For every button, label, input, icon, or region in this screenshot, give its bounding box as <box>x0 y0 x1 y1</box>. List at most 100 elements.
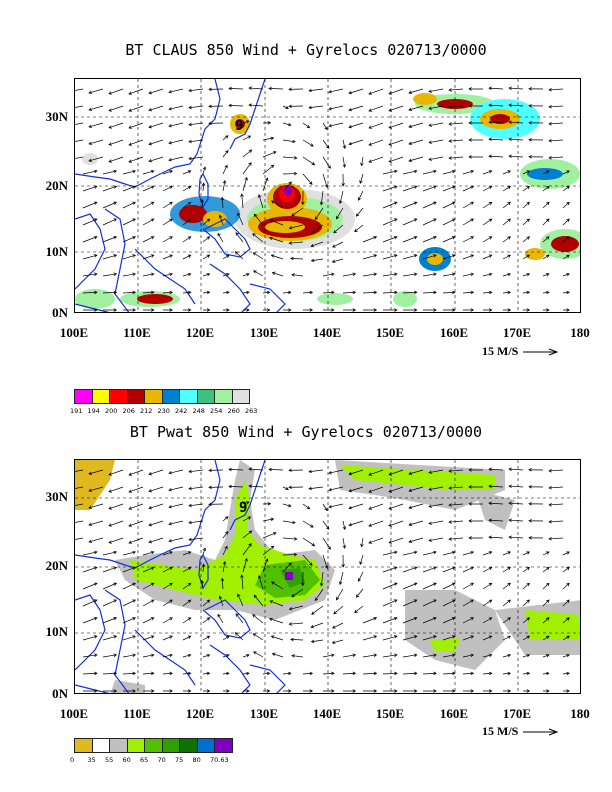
panel2-wind-arrow <box>360 537 364 548</box>
panel2-wind-arrow <box>162 551 173 556</box>
panel1-wind-arrow <box>388 88 404 95</box>
panel2-wind-arrow <box>462 653 475 658</box>
panel2-wind-arrow <box>362 653 378 658</box>
panel2-wind-arrow <box>382 566 398 573</box>
panel1-wind-arrow <box>462 218 475 226</box>
panel2-wind-arrow <box>468 485 484 489</box>
panel1-wind-arrow <box>188 139 204 144</box>
panel2-wind-arrow <box>262 502 272 506</box>
panel1-wind-arrow <box>168 139 184 145</box>
panel1-wind-arrow <box>482 170 493 175</box>
panel2-wind-arrow <box>242 689 250 693</box>
panel1-wind-arrow <box>108 88 124 95</box>
panel1-wind-arrow <box>82 185 98 192</box>
panel2-wind-arrow <box>82 550 98 556</box>
panel1-wind-arrow <box>182 218 192 226</box>
panel2-wind-arrow <box>291 588 304 598</box>
panel1-wind-arrow <box>388 122 404 129</box>
panel2-wind-arrow <box>468 536 484 540</box>
panel1-wind-arrow <box>102 218 118 226</box>
panel2-wind-arrow <box>462 635 475 641</box>
panel2-wind-arrow <box>382 635 398 641</box>
panel2-wind-arrow <box>271 652 284 658</box>
panel2-lon-label: 130E <box>249 706 279 721</box>
panel1-wind-arrow <box>88 122 104 128</box>
panel2-wind-arrow <box>122 566 136 573</box>
panel2-wind-arrow <box>202 653 211 658</box>
panel1-wind-arrow <box>402 169 418 175</box>
panel2-wind-arrow <box>502 635 512 641</box>
panel1-wind-arrow <box>122 218 136 226</box>
panel2-colorbar-swatch <box>109 738 128 753</box>
panel1-wind-arrow <box>82 169 98 175</box>
panel1-wind-arrow <box>408 88 424 94</box>
panel1-wind-arrow <box>257 194 264 209</box>
panel2-wind-arrow <box>242 516 252 522</box>
panel2-wind-arrow <box>528 502 544 506</box>
panel2-wind-arrow <box>341 554 345 568</box>
panel2-wind-arrow <box>482 566 493 573</box>
panel1-wind-arrow <box>442 290 456 295</box>
panel1-wind-arrow <box>128 122 144 129</box>
panel2-wind-arrow <box>542 599 550 607</box>
panel1-wind-arrow <box>548 156 564 160</box>
panel1-wind-arrow <box>237 212 244 226</box>
panel2-wind-arrow <box>302 689 314 693</box>
panel2-wind-arrow <box>428 503 444 508</box>
panel1-wind-arrow <box>322 156 331 169</box>
panel2-wind-arrow <box>262 671 271 676</box>
panel2-wind-arrow <box>408 520 424 526</box>
panel2-wind-arrow <box>332 622 344 629</box>
panel2-wind-arrow <box>182 551 192 556</box>
panel1-wind-arrow <box>253 270 264 277</box>
panel1-wind-arrow <box>148 156 164 163</box>
panel2-wind-arrow <box>188 486 204 491</box>
panel2-wind-arrow <box>122 550 137 556</box>
panel2-wind-arrow <box>242 530 253 539</box>
panel1-wind-arrow <box>448 139 464 143</box>
panel2-wind-arrow <box>402 671 418 676</box>
panel2-wind-arrow <box>448 503 464 507</box>
panel1-colorbar-label: 206 <box>122 407 135 415</box>
panel2-wind-arrow <box>368 537 384 544</box>
panel1-lon-label: 170E <box>502 325 532 340</box>
panel1-wind-arrow <box>382 218 398 226</box>
panel1-lat-label: 10N <box>45 244 68 259</box>
panel2-wind-arrow <box>75 537 84 540</box>
panel2-wind-arrow <box>270 635 284 641</box>
panel1-wind-arrow <box>542 185 550 192</box>
panel1-wind-arrow <box>355 207 364 217</box>
panel2-wind-arrow <box>468 468 484 472</box>
panel1-wind-arrow <box>362 308 378 312</box>
panel2-wind-arrow <box>142 617 155 624</box>
panel2-wind-arrow <box>262 545 275 556</box>
panel1-wind-arrow <box>368 105 384 112</box>
panel1-wind-arrow <box>162 290 173 295</box>
panel1-wind-arrow <box>302 173 313 185</box>
panel2-wind-arrow <box>148 520 164 527</box>
panel1-wind-arrow <box>508 137 524 141</box>
panel2-wind-arrow <box>562 653 570 658</box>
panel1-wind-arrow <box>522 218 530 226</box>
panel2-wind-arrow <box>142 582 155 590</box>
panel2-wind-arrow <box>422 599 437 607</box>
panel1-wind-arrow <box>388 139 404 146</box>
panel2-wind-arrow <box>382 671 398 676</box>
panel1-wind-arrow <box>422 254 437 260</box>
panel2-wind-arrow <box>408 537 424 543</box>
panel1-wind-arrow <box>262 290 271 295</box>
panel2-wind-arrow <box>562 671 570 676</box>
panel1-wind-arrow <box>142 218 155 226</box>
panel1-wind-arrow <box>182 290 192 295</box>
panel1-wind-arrow <box>522 254 531 260</box>
panel2-wind-arrow <box>310 639 324 644</box>
panel2-wind-arrow <box>188 520 204 525</box>
panel2-wind-arrow <box>75 469 84 472</box>
panel2-wind-arrow <box>422 653 437 658</box>
panel2-wind-arrow <box>562 689 570 693</box>
panel2-wind-arrow <box>128 469 144 476</box>
panel1-wind-arrow <box>448 105 464 109</box>
panel2-wind-arrow <box>508 501 524 505</box>
panel1-wind-arrow <box>402 272 418 277</box>
panel1-wind-arrow <box>422 201 437 209</box>
